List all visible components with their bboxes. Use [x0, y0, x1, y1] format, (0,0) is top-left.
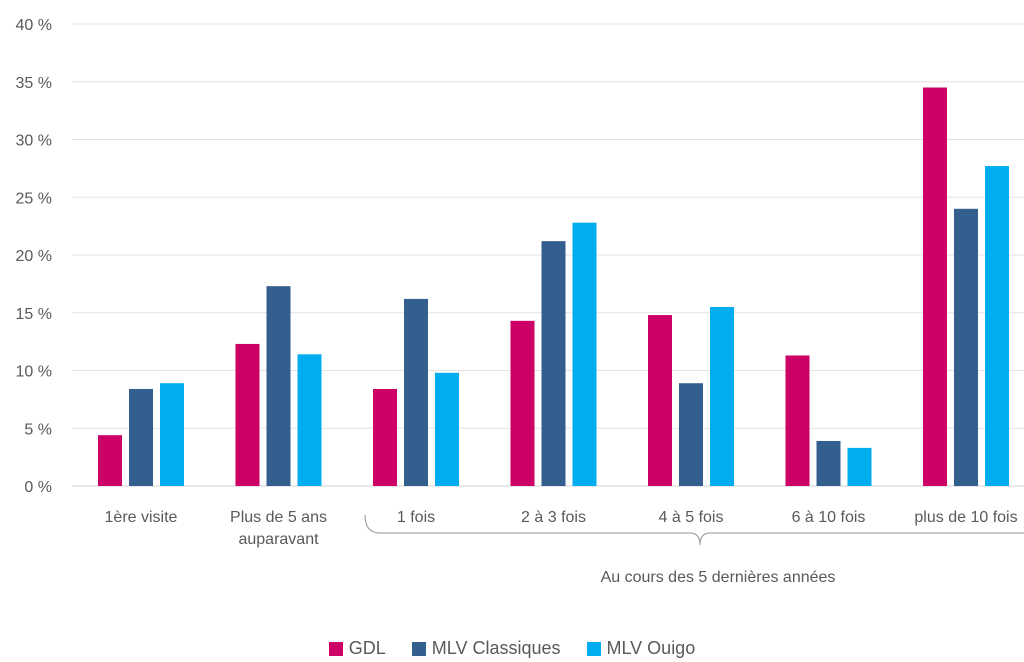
legend-item: MLV Classiques: [411, 638, 561, 659]
y-tick-label: 15 %: [16, 306, 52, 323]
bar: [404, 298, 428, 486]
group-brace-path: [364, 514, 1024, 546]
x-tick-label: 6 à 10 fois: [792, 509, 866, 526]
legend-label: MLV Ouigo: [606, 638, 696, 658]
bar: [816, 440, 841, 486]
legend-item: GDL: [328, 638, 386, 659]
x-tick-label: plus de 10 fois: [914, 509, 1017, 526]
y-tick-label: 10 %: [16, 364, 52, 381]
x-axis: 1ère visite Plus de 5 ans auparavant 1 fois…: [105, 509, 1018, 548]
bar: [160, 383, 184, 486]
bar: [297, 354, 322, 486]
bar: [572, 222, 597, 486]
bar: [679, 383, 703, 486]
legend-swatch: [586, 641, 601, 656]
y-tick-label: 0 %: [24, 479, 52, 496]
x-tick-label: 1 fois: [397, 509, 435, 526]
y-tick-label: 30 %: [16, 133, 52, 150]
legend-label: GDL: [348, 638, 386, 658]
bar: [985, 166, 1009, 486]
bar: [266, 286, 291, 486]
y-tick-label: 25 %: [16, 190, 52, 207]
legend-item: MLV Ouigo: [586, 638, 696, 659]
group-annotation: Au cours des 5 dernières années: [601, 569, 836, 586]
bar: [98, 435, 122, 486]
x-tick-label: 1ère visite: [105, 509, 178, 526]
bars: [98, 87, 1009, 487]
bar: [129, 388, 153, 486]
bar: [373, 388, 397, 486]
group-brace: Au cours des 5 dernières années: [364, 514, 1024, 586]
y-tick-label: 40 %: [16, 17, 52, 34]
bar: [954, 208, 978, 487]
legend-swatch: [411, 641, 426, 656]
bar: [785, 355, 810, 486]
y-axis: 0 % 5 % 10 % 15 % 20 % 25 % 30 % 35 % 40 %: [16, 17, 52, 496]
bar: [648, 315, 672, 486]
legend-label: MLV Classiques: [431, 638, 561, 658]
y-tick-label: 35 %: [16, 75, 52, 92]
bar: [541, 241, 566, 486]
bar: [847, 447, 872, 486]
x-tick-label: 4 à 5 fois: [659, 509, 724, 526]
legend-swatch: [328, 641, 343, 656]
y-tick-label: 20 %: [16, 248, 52, 265]
bar: [923, 87, 947, 487]
x-tick-label: Plus de 5 ans: [230, 509, 327, 526]
bar: [435, 372, 459, 486]
x-tick-label: auparavant: [238, 531, 319, 548]
legend: GDL MLV Classiques MLV Ouigo: [0, 638, 1024, 659]
bar: [235, 343, 260, 486]
x-tick-label: 2 à 3 fois: [521, 509, 586, 526]
bar: [510, 320, 535, 486]
bar: [710, 306, 734, 486]
y-tick-label: 5 %: [24, 421, 52, 438]
